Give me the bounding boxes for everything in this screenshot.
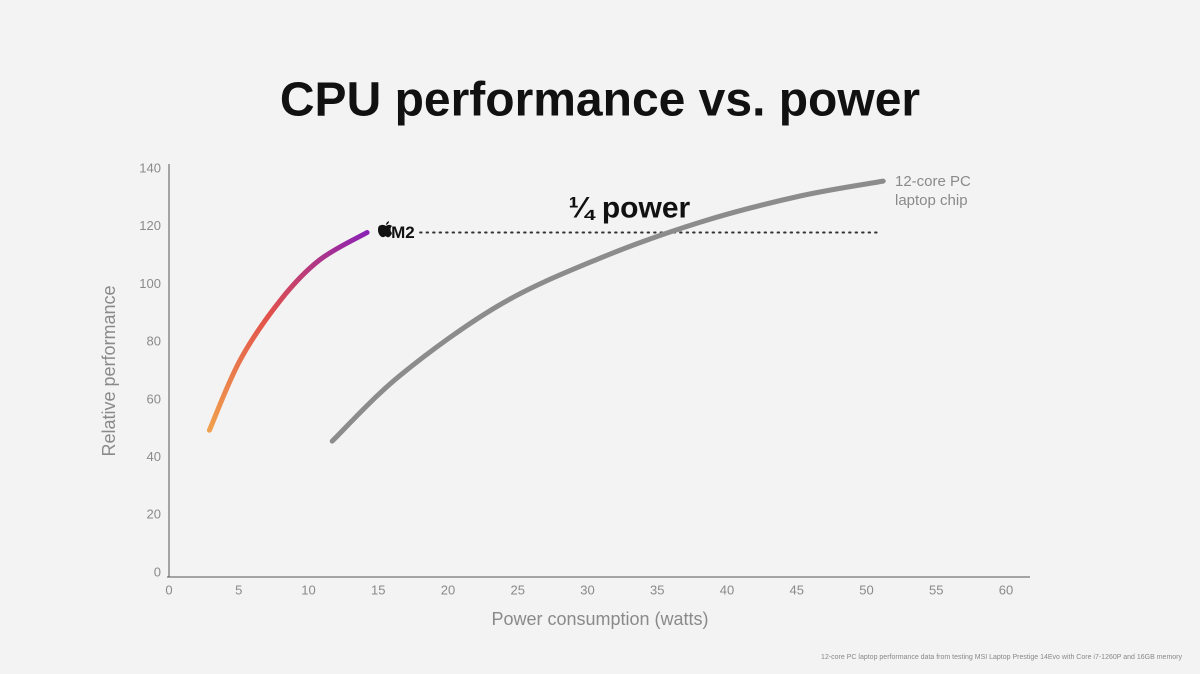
y-tick-label: 20 <box>147 507 161 522</box>
y-tick-label: 40 <box>147 449 161 464</box>
x-tick-label: 55 <box>929 582 943 597</box>
x-axis-title: Power consumption (watts) <box>491 609 708 629</box>
x-tick-label: 45 <box>790 582 804 597</box>
series-label: M2 <box>391 223 415 242</box>
footnote: 12-core PC laptop performance data from … <box>821 654 1182 661</box>
x-tick-label: 40 <box>720 582 734 597</box>
x-tick-label: 50 <box>859 582 873 597</box>
y-tick-label: 140 <box>139 160 161 175</box>
series-label: 12-core PC laptop chip <box>895 173 971 209</box>
x-tick-label: 0 <box>165 582 172 597</box>
series-line <box>206 229 370 433</box>
y-tick-label: 120 <box>139 218 161 233</box>
x-tick-label: 30 <box>580 582 594 597</box>
y-tick-label: 80 <box>147 334 161 349</box>
x-tick-label: 20 <box>441 582 455 597</box>
x-tick-label: 10 <box>301 582 315 597</box>
x-tick-label: 25 <box>511 582 525 597</box>
x-tick-label: 35 <box>650 582 664 597</box>
y-tick-label: 60 <box>147 391 161 406</box>
series-line <box>329 178 886 444</box>
x-tick-label: 60 <box>999 582 1013 597</box>
x-tick-label: 15 <box>371 582 385 597</box>
y-axis-title: Relative performance <box>99 285 119 456</box>
y-tick-label: 0 <box>154 564 161 579</box>
y-tick-label: 100 <box>139 276 161 291</box>
x-tick-label: 5 <box>235 582 242 597</box>
chart-title: CPU performance vs. power <box>280 74 920 127</box>
apple-logo <box>378 221 392 238</box>
annotation: ¼ power <box>568 191 690 224</box>
